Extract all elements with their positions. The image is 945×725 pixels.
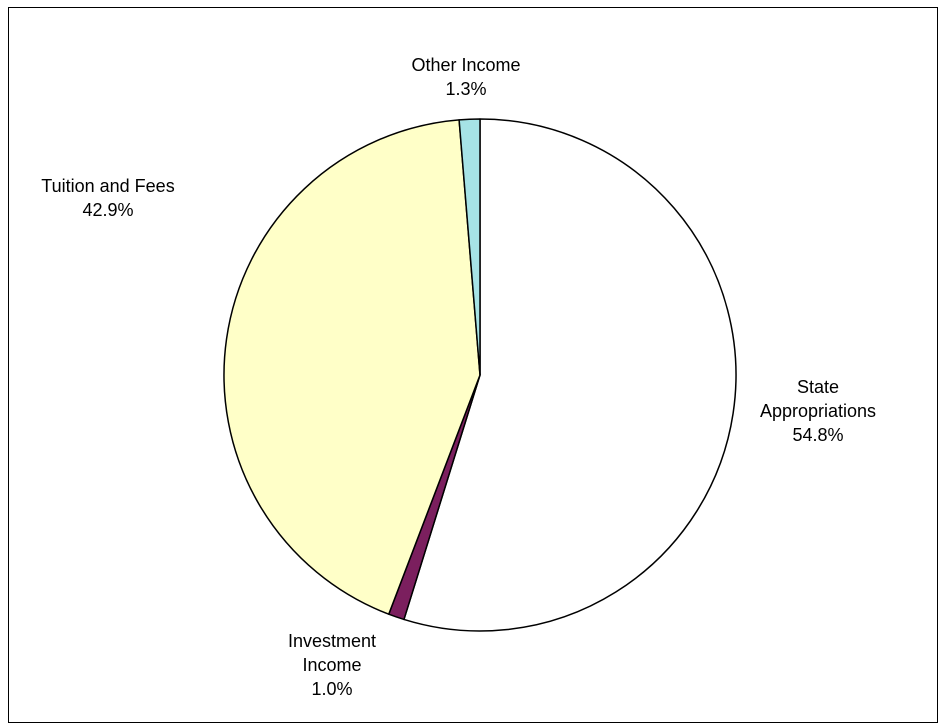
- slice-name-label: Tuition and Fees: [41, 176, 174, 196]
- pie-labels: State Appropriations 54.8% Investment Income…: [41, 55, 876, 699]
- slice-name-label: Appropriations: [760, 401, 876, 421]
- pie-label-investment-income: Investment Income 1.0%: [288, 631, 376, 699]
- pie-label-state-appropriations: State Appropriations 54.8%: [760, 377, 876, 445]
- slice-name-label: State: [797, 377, 839, 397]
- slice-value-label: 42.9%: [82, 200, 133, 220]
- pie-slices: [223, 118, 737, 632]
- slice-name-label: Other Income: [411, 55, 520, 75]
- pie-slice-other-income: [458, 118, 481, 376]
- slice-name-label: Income: [302, 655, 361, 675]
- slice-value-label: 1.0%: [311, 679, 352, 699]
- pie-slice-tuition-and-fees: [223, 119, 481, 615]
- pie-label-tuition-and-fees: Tuition and Fees 42.9%: [41, 176, 174, 220]
- pie-label-other-income: Other Income 1.3%: [411, 55, 520, 99]
- slice-name-label: Investment: [288, 631, 376, 651]
- slice-value-label: 54.8%: [792, 425, 843, 445]
- pie-slice-state-appropriations: [403, 118, 737, 632]
- slice-value-label: 1.3%: [445, 79, 486, 99]
